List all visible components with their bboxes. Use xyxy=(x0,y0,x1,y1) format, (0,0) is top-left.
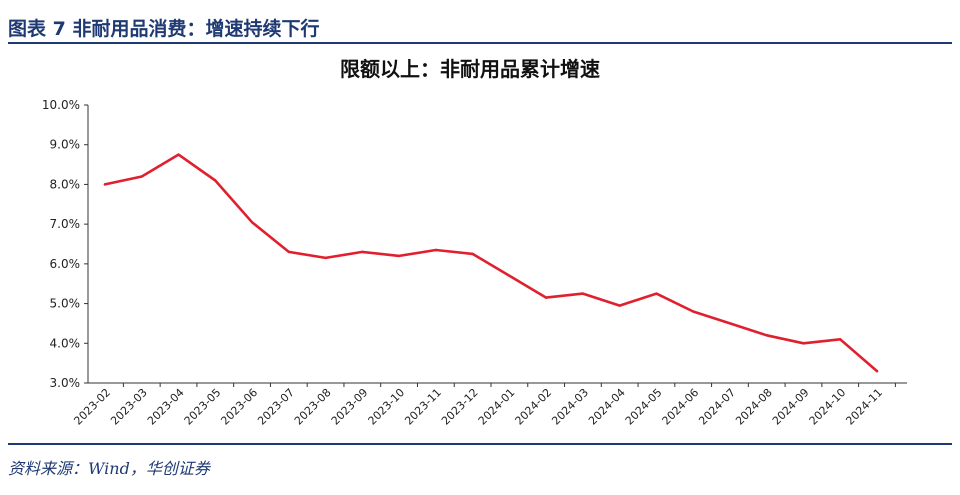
data-point xyxy=(324,256,327,260)
data-point xyxy=(434,248,438,252)
x-tick-label: 2024-04 xyxy=(586,386,628,428)
chart-title: 限额以上：非耐用品累计增速 xyxy=(340,57,600,81)
x-tick-label: 2024-08 xyxy=(733,386,775,428)
figure-header: 图表 7 非耐用品消费：增速持续下行 xyxy=(8,6,952,44)
x-tick-label: 2023-10 xyxy=(366,386,408,428)
line-chart: 限额以上：非耐用品累计增速 10.0% 9.0% 8.0% 7.0% 6.0% 5.0% 4… xyxy=(42,57,907,428)
data-point xyxy=(691,310,695,313)
x-tick-label: 2024-02 xyxy=(513,386,555,428)
x-tick-label: 2024-05 xyxy=(623,386,665,428)
x-tick-label: 2023-09 xyxy=(329,386,371,428)
y-tick-label: 10.0% xyxy=(42,98,80,112)
source-footer: 资料来源：Wind，华创证券 xyxy=(8,443,952,485)
x-tick-label: 2023-06 xyxy=(218,386,260,428)
x-tick-label: 2024-09 xyxy=(770,386,812,428)
series-line xyxy=(103,153,879,373)
data-point xyxy=(140,175,143,178)
data-point xyxy=(250,220,254,224)
x-tick-label: 2023-12 xyxy=(439,386,481,428)
data-point xyxy=(875,369,879,373)
x-tick-label: 2024-01 xyxy=(476,386,518,428)
x-tick-label: 2023-02 xyxy=(71,386,113,428)
source-note: 资料来源：Wind，华创证券 xyxy=(8,459,210,478)
chart-area: 限额以上：非耐用品累计增速 10.0% 9.0% 8.0% 7.0% 6.0% 5.0% 4… xyxy=(0,44,960,442)
data-point xyxy=(103,183,107,186)
y-tick-label: 3.0% xyxy=(50,376,81,390)
data-point xyxy=(802,342,805,345)
data-point xyxy=(839,338,842,341)
data-point xyxy=(581,292,585,295)
data-point xyxy=(471,252,474,256)
figure-title: 图表 7 非耐用品消费：增速持续下行 xyxy=(8,18,320,40)
x-tick-label: 2024-06 xyxy=(660,386,702,428)
x-tick-label: 2024-03 xyxy=(549,386,591,428)
data-point xyxy=(618,304,621,307)
y-tick-label: 9.0% xyxy=(50,138,81,152)
y-tick-label: 5.0% xyxy=(50,297,81,311)
y-tick-label: 7.0% xyxy=(50,217,81,231)
data-point xyxy=(765,334,768,337)
x-tick-label: 2024-07 xyxy=(696,386,738,428)
x-tick-label: 2023-08 xyxy=(292,386,334,428)
x-tick-label: 2023-11 xyxy=(402,386,444,428)
x-tick-label: 2023-03 xyxy=(108,386,150,428)
x-tick-label: 2023-07 xyxy=(255,386,297,428)
data-point xyxy=(728,322,732,325)
data-point xyxy=(177,153,180,156)
data-point xyxy=(361,250,364,254)
data-point xyxy=(214,179,217,182)
y-tick-label: 4.0% xyxy=(50,336,81,350)
x-tick-label: 2023-04 xyxy=(145,386,187,428)
x-tick-label: 2024-11 xyxy=(843,386,885,428)
data-point xyxy=(508,274,511,277)
data-point xyxy=(544,296,548,299)
y-tick-label: 8.0% xyxy=(50,177,81,191)
x-tick-label: 2024-10 xyxy=(807,386,849,428)
data-point xyxy=(287,250,291,254)
data-point xyxy=(655,292,658,295)
x-tick-label: 2023-05 xyxy=(182,386,224,428)
data-point xyxy=(397,254,401,258)
y-tick-label: 6.0% xyxy=(50,257,81,271)
